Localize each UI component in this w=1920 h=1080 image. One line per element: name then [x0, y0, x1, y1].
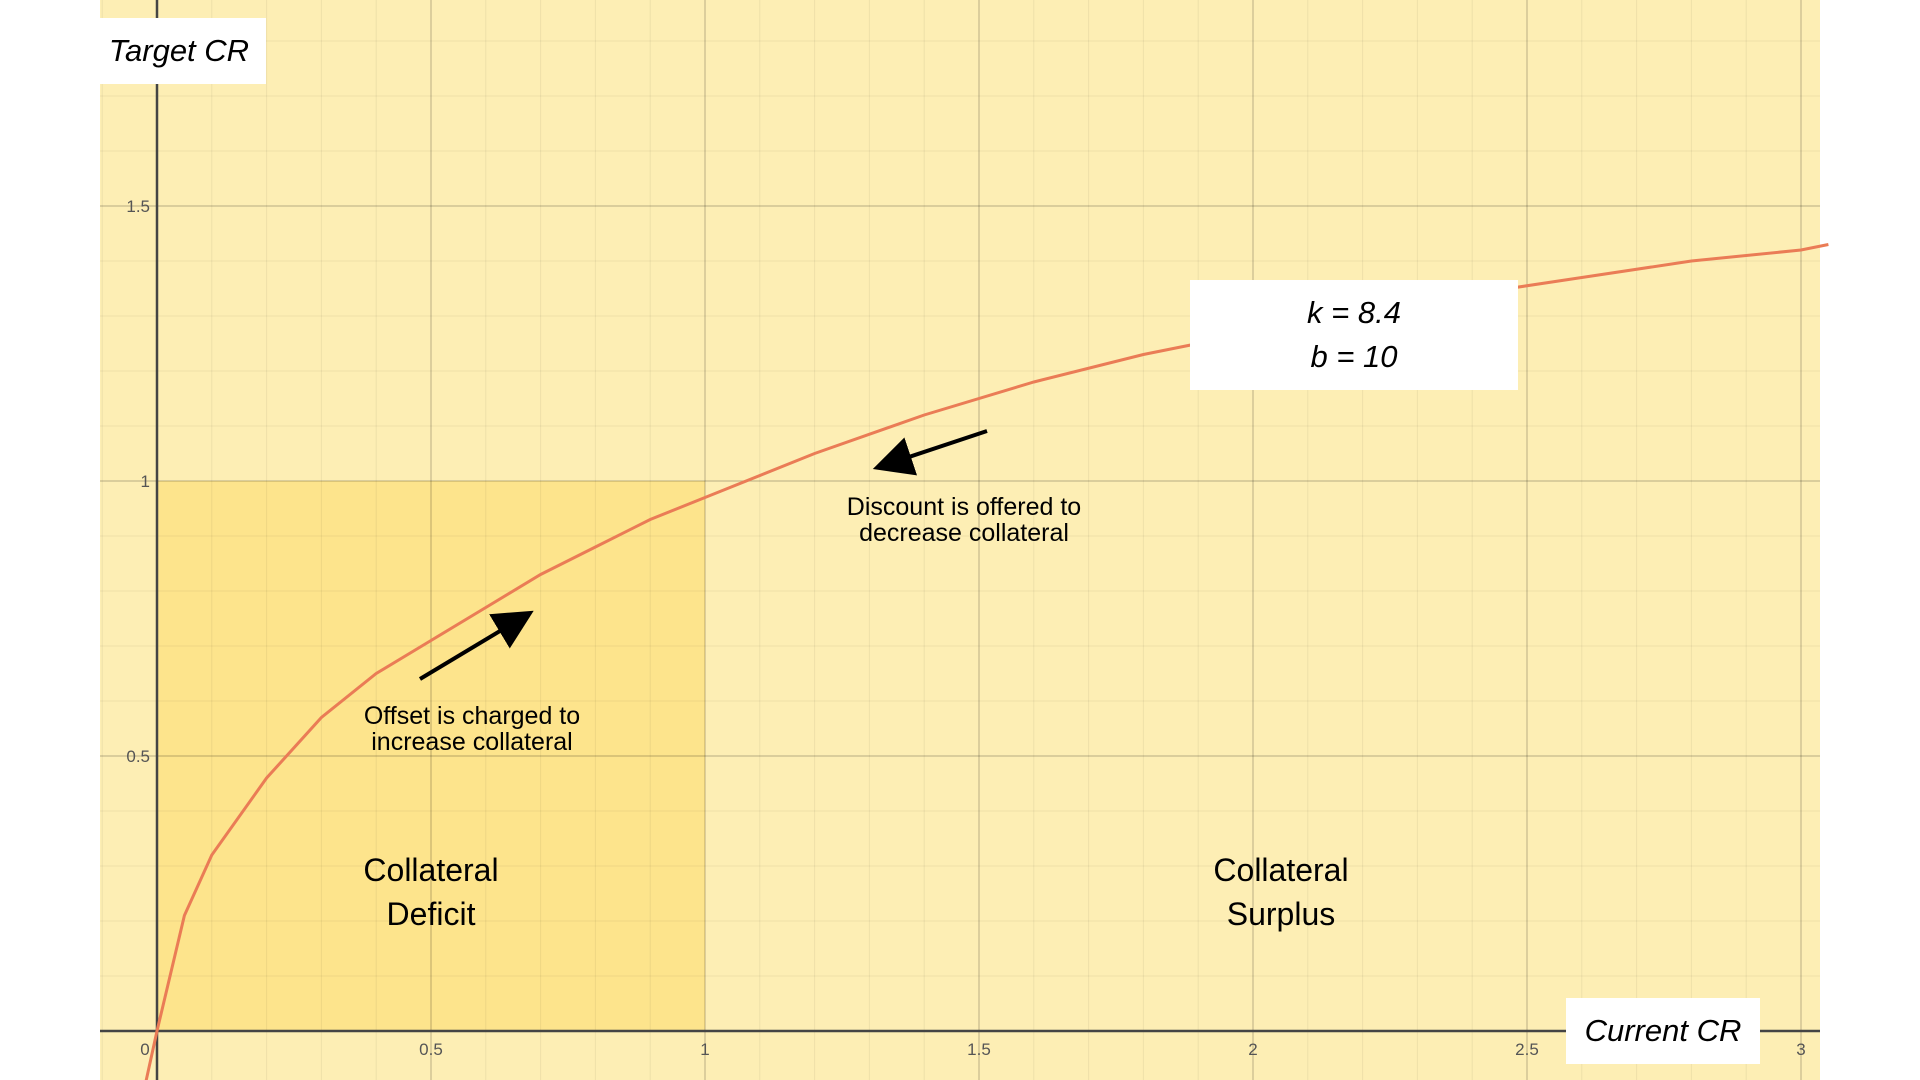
param-k: k = 8.4	[1307, 295, 1401, 330]
x-axis-title: Current CR	[1566, 998, 1760, 1064]
y-axis-title-text: Target CR	[108, 33, 250, 68]
offset-annotation-line2: increase collateral	[371, 728, 573, 756]
surplus-label-line2: Surplus	[1226, 896, 1336, 932]
offset-arrow	[418, 610, 534, 681]
x-tick-label: 3	[1796, 1040, 1805, 1059]
offset-annotation: Offset is charged to increase collateral	[322, 703, 622, 755]
x-tick-label: 2	[1248, 1040, 1257, 1059]
x-tick-label: 1.5	[967, 1040, 991, 1059]
deficit-label-line2: Deficit	[386, 896, 476, 932]
x-tick-label: 2.5	[1515, 1040, 1539, 1059]
discount-arrow	[872, 429, 988, 476]
major-grid	[100, 0, 1820, 1080]
discount-annotation-line2: decrease collateral	[859, 519, 1069, 547]
param-b: b = 10	[1310, 339, 1398, 374]
y-tick-label: 0.5	[126, 747, 150, 766]
deficit-label: Collateral Deficit	[331, 848, 531, 936]
x-tick-label: 0	[140, 1040, 149, 1059]
discount-annotation: Discount is offered to decrease collater…	[814, 494, 1114, 546]
y-axis-title: Target CR	[92, 18, 266, 84]
tick-labels: 0 0.5 1 1.5 2 2.5 3 0.5 1 1.5	[126, 197, 1805, 1059]
y-tick-label: 1.5	[126, 197, 150, 216]
y-tick-label: 1	[141, 472, 150, 491]
offset-annotation-line1: Offset is charged to	[363, 702, 581, 730]
axes	[100, 0, 1820, 1080]
x-tick-label: 0.5	[419, 1040, 443, 1059]
x-axis-title-text: Current CR	[1584, 1013, 1742, 1048]
deficit-label-line1: Collateral	[363, 852, 499, 888]
deficit-region	[157, 481, 705, 1031]
surplus-label: Collateral Surplus	[1181, 848, 1381, 936]
parameter-box: k = 8.4 b = 10	[1190, 280, 1518, 390]
surplus-label-line1: Collateral	[1213, 852, 1349, 888]
discount-annotation-line1: Discount is offered to	[846, 493, 1082, 521]
x-tick-label: 1	[700, 1040, 709, 1059]
